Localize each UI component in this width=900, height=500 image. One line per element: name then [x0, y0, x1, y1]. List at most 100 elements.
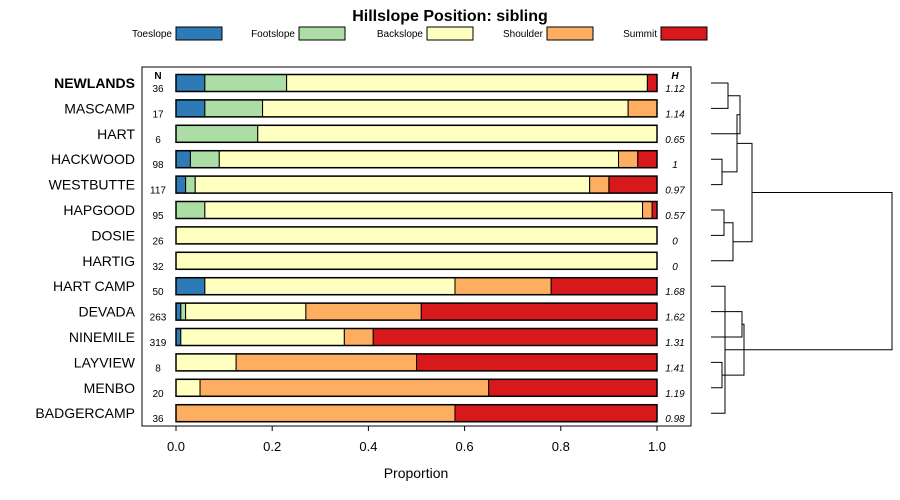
bar-segment-toeslope [175, 150, 191, 169]
n-value: 95 [152, 211, 164, 222]
bar-segment-backslope [218, 150, 620, 169]
category-label: BADGERCAMP [35, 405, 135, 421]
bar-row-mascamp: MASCAMP 17 1.14 [64, 99, 685, 120]
bar-segment-backslope [286, 74, 648, 92]
bar-outline [175, 302, 658, 321]
bar-row-ninemile: NINEMILE 319 1.31 [69, 327, 685, 349]
n-column-header: N [154, 71, 161, 82]
bar-segment-toeslope [175, 99, 206, 118]
legend-swatch-backslope [426, 26, 474, 41]
bar-segment-toeslope [175, 277, 206, 296]
bar-segment-shoulder [199, 378, 490, 397]
x-tick-label: 0.0 [167, 439, 185, 454]
bar-segment-footslope [204, 74, 288, 92]
n-value: 20 [152, 389, 164, 400]
bar-segment-backslope [175, 378, 201, 397]
bar-row-devada: DEVADA 263 1.62 [78, 302, 685, 324]
bar-segment-footslope [175, 124, 259, 143]
x-tick-label: 0.8 [552, 439, 570, 454]
bar-segment-shoulder [175, 404, 456, 423]
n-value: 17 [152, 109, 164, 120]
legend-swatch-footslope [298, 26, 346, 41]
bar-row-badgercamp: BADGERCAMP 36 0.98 [35, 403, 685, 425]
dendrogram-branch [711, 209, 725, 236]
bar-segment-backslope [204, 201, 644, 219]
bar-segment-backslope [175, 251, 658, 270]
bar-outline [175, 99, 658, 118]
bar-segment-shoulder [627, 99, 658, 118]
n-value: 36 [152, 84, 164, 95]
bar-segment-summit [420, 302, 658, 321]
bar-segment-shoulder [589, 175, 610, 194]
h-value: 1.12 [665, 84, 685, 95]
bar-outline [175, 378, 658, 398]
bar-outline [175, 200, 658, 220]
bar-segment-footslope [185, 175, 196, 194]
dendrogram-branch [752, 192, 893, 351]
bar-outline [175, 276, 658, 296]
legend-label-shoulder: Shoulder [503, 29, 544, 40]
bar-segment-summit [608, 175, 658, 194]
n-value: 26 [152, 236, 164, 247]
bar-segment-backslope [204, 277, 456, 296]
bar-segment-backslope [175, 353, 237, 372]
x-tick-label: 0.4 [359, 439, 377, 454]
h-value: 1 [672, 160, 678, 171]
h-value: 1.41 [665, 363, 684, 374]
bar-row-hackwood: HACKWOOD 98 1 [51, 149, 678, 171]
bar-outline [175, 73, 658, 93]
n-value: 32 [152, 262, 164, 273]
bar-outline [175, 175, 658, 194]
bar-segment-backslope [180, 328, 345, 346]
bar-segment-footslope [175, 201, 206, 219]
legend-swatch-toeslope [175, 26, 223, 41]
bar-segment-backslope [262, 99, 629, 118]
bar-row-hartig: HARTIG 32 0 [82, 251, 678, 273]
n-value: 98 [152, 160, 164, 171]
bar-segment-backslope [185, 302, 307, 321]
category-label: NINEMILE [69, 329, 135, 345]
bar-row-newlands: NEWLANDS 36 1.12 [54, 73, 685, 95]
h-value: 0.97 [665, 186, 685, 197]
bar-segment-toeslope [175, 175, 187, 194]
category-label: HARTIG [82, 253, 135, 269]
bar-segment-shoulder [235, 353, 417, 372]
legend-swatch-shoulder [546, 26, 594, 41]
category-label: DOSIE [91, 227, 135, 243]
dendrogram-branch [711, 361, 723, 389]
dendrogram [711, 82, 893, 414]
h-column-header: H [671, 71, 679, 82]
h-value: 1.19 [665, 389, 685, 400]
legend-label-backslope: Backslope [377, 29, 424, 40]
category-label: HAPGOOD [63, 202, 135, 218]
dendrogram-branch [711, 95, 741, 135]
h-value: 1.31 [665, 338, 684, 349]
bar-segment-shoulder [618, 150, 639, 169]
h-value: 0.98 [665, 414, 685, 425]
dendrogram-branch [711, 285, 726, 414]
x-tick-label: 0.2 [263, 439, 281, 454]
category-label: HART CAMP [53, 278, 135, 294]
category-label: MENBO [84, 380, 135, 396]
n-value: 319 [150, 338, 167, 349]
bar-segment-summit [488, 378, 658, 397]
bar-segment-summit [637, 150, 658, 169]
bar-outline [175, 251, 658, 271]
legend-label-toeslope: Toeslope [132, 29, 172, 40]
dendrogram-branch [711, 311, 743, 338]
n-value: 50 [152, 287, 164, 298]
h-value: 1.62 [665, 313, 685, 324]
bar-outline [175, 149, 658, 169]
category-label: LAYVIEW [74, 354, 136, 370]
category-label: WESTBUTTE [49, 177, 135, 193]
h-value: 1.68 [665, 287, 685, 298]
x-axis: 0.0 0.2 0.4 0.6 0.8 1.0 [167, 426, 666, 454]
bar-segment-summit [454, 404, 658, 423]
h-value: 0 [672, 262, 678, 273]
bar-segment-summit [416, 353, 658, 372]
dendrogram-branch [733, 142, 753, 243]
category-label: MASCAMP [64, 100, 135, 116]
n-value: 8 [155, 363, 161, 374]
